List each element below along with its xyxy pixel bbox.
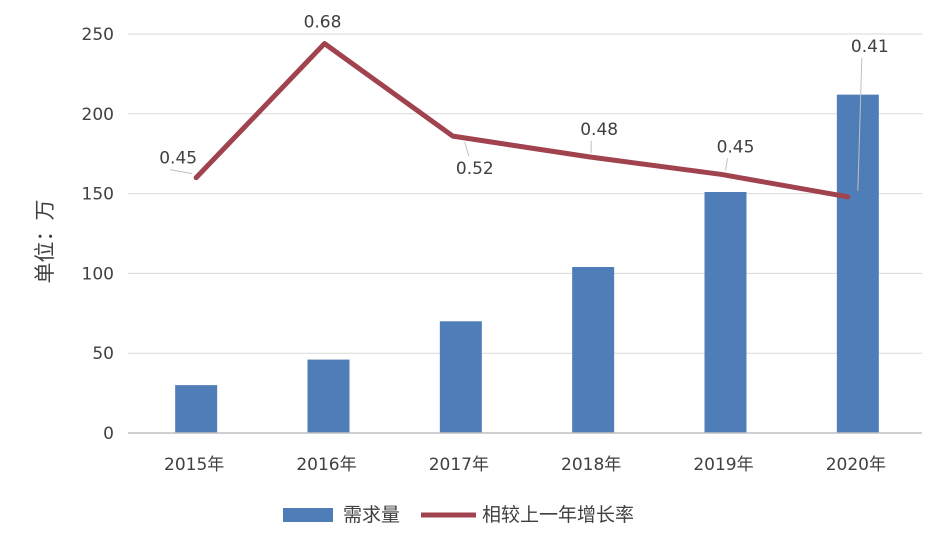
- growth-rate-label: 0.45: [717, 137, 755, 157]
- legend-label-line: 相较上一年增长率: [482, 504, 634, 526]
- data-label-leader: [857, 57, 863, 191]
- x-tick-label: 2018年: [561, 455, 621, 475]
- legend-swatch-bar: [283, 508, 333, 522]
- legend-label-bar: 需求量: [343, 504, 400, 526]
- y-tick-label: 0: [103, 424, 114, 444]
- growth-rate-label: 0.52: [456, 159, 494, 179]
- y-tick-label: 100: [82, 264, 114, 284]
- data-label-leader: [464, 142, 470, 157]
- bar: [175, 385, 218, 433]
- bar: [572, 267, 615, 433]
- x-tick-label: 2016年: [296, 455, 356, 475]
- line-layer: [193, 41, 851, 200]
- growth-rate-label: 0.68: [304, 13, 342, 33]
- x-tick-label: 2017年: [429, 455, 489, 475]
- bar: [307, 359, 350, 433]
- y-tick-label: 150: [82, 185, 114, 205]
- growth-rate-label: 0.45: [159, 149, 197, 169]
- growth-rate-line: [193, 41, 851, 200]
- growth-rate-label: 0.48: [580, 120, 618, 140]
- label-layer: 0.45 0.68 0.52 0.48 0.45 0.41: [159, 13, 889, 191]
- y-axis-title: 单位：万: [33, 200, 57, 284]
- axis-layer: 0 50 100 150 200 250 2015年 2016年 2017年 2018年 2019年…: [33, 25, 922, 475]
- grid-layer: [128, 33, 922, 354]
- y-tick-label: 50: [92, 344, 114, 364]
- bar-layer: [175, 94, 879, 433]
- bar: [836, 94, 879, 433]
- y-tick-label: 250: [82, 25, 114, 45]
- x-tick-label: 2015年: [164, 455, 224, 475]
- x-tick-label: 2019年: [693, 455, 753, 475]
- bar: [704, 192, 747, 433]
- data-label-leader: [170, 169, 193, 175]
- growth-rate-label: 0.41: [851, 37, 889, 57]
- x-tick-label: 2020年: [826, 455, 886, 475]
- data-label-leader: [725, 158, 728, 171]
- legend-layer: 需求量 相较上一年增长率: [283, 504, 634, 526]
- y-tick-label: 200: [82, 105, 114, 125]
- bar: [439, 321, 482, 433]
